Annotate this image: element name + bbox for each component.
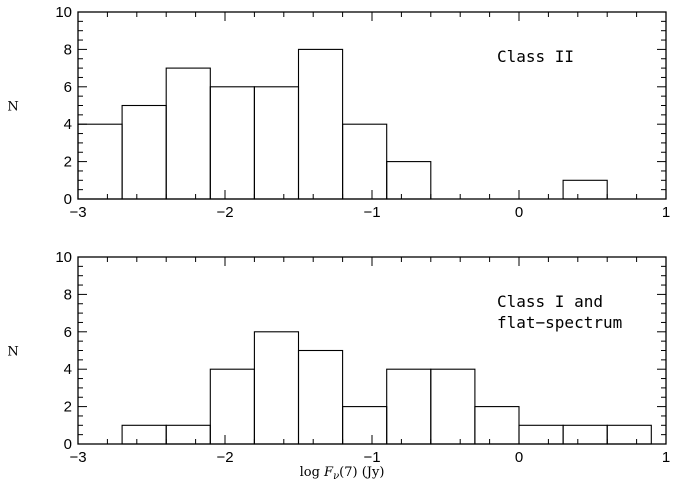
histogram-bar bbox=[342, 123, 388, 200]
y-tick-label: 8 bbox=[64, 286, 72, 303]
histogram-bar bbox=[209, 86, 255, 200]
y-tick-label: 0 bbox=[64, 191, 72, 208]
axes-frame bbox=[77, 256, 667, 445]
class-annotation: Class II bbox=[497, 47, 574, 66]
histogram-bar bbox=[386, 368, 432, 445]
y-tick-label: 4 bbox=[64, 361, 72, 378]
histogram-bar bbox=[518, 424, 564, 445]
x-tick-label: 0 bbox=[515, 204, 523, 221]
y-tick-label: 10 bbox=[55, 249, 72, 266]
x-tick-label: 1 bbox=[662, 449, 670, 466]
histogram-bar bbox=[606, 424, 652, 445]
histogram-bar bbox=[297, 48, 344, 200]
y-tick-label: 2 bbox=[64, 154, 72, 171]
y-tick-label: 4 bbox=[64, 116, 72, 133]
x-tick-label: −1 bbox=[363, 449, 380, 466]
histogram-bar bbox=[430, 368, 476, 445]
histogram-bar bbox=[253, 331, 300, 445]
y-tick-label: 6 bbox=[64, 324, 72, 341]
histogram-bar bbox=[562, 424, 608, 445]
class-annotation: Class I and flat−spectrum bbox=[497, 292, 622, 332]
x-tick-label: −1 bbox=[363, 204, 380, 221]
x-tick-label: −2 bbox=[216, 449, 233, 466]
y-tick-label: 10 bbox=[55, 4, 72, 21]
x-tick-label: −3 bbox=[69, 449, 86, 466]
x-tick-label: 1 bbox=[662, 204, 670, 221]
x-tick-label: 0 bbox=[515, 449, 523, 466]
y-tick-label: 2 bbox=[64, 399, 72, 416]
x-axis-label: log Fν(7) (Jy) bbox=[300, 465, 385, 482]
x-tick-label: −2 bbox=[216, 204, 233, 221]
histogram-bar bbox=[121, 104, 167, 200]
histogram-bar bbox=[562, 179, 608, 200]
histogram-bar bbox=[386, 161, 432, 200]
histogram-bar bbox=[209, 368, 255, 445]
histogram-bar bbox=[165, 424, 211, 445]
y-axis-label: N bbox=[7, 100, 18, 115]
histogram-bar bbox=[165, 67, 211, 200]
histogram-bar bbox=[297, 349, 344, 445]
histogram-bar bbox=[121, 424, 167, 445]
y-tick-label: 6 bbox=[64, 79, 72, 96]
histogram-bar bbox=[253, 86, 300, 200]
x-tick-label: −3 bbox=[69, 204, 86, 221]
y-axis-label: N bbox=[7, 345, 18, 360]
y-tick-label: 8 bbox=[64, 41, 72, 58]
histogram-bar bbox=[474, 406, 520, 445]
histogram-bar bbox=[342, 406, 388, 445]
y-tick-label: 0 bbox=[64, 436, 72, 453]
